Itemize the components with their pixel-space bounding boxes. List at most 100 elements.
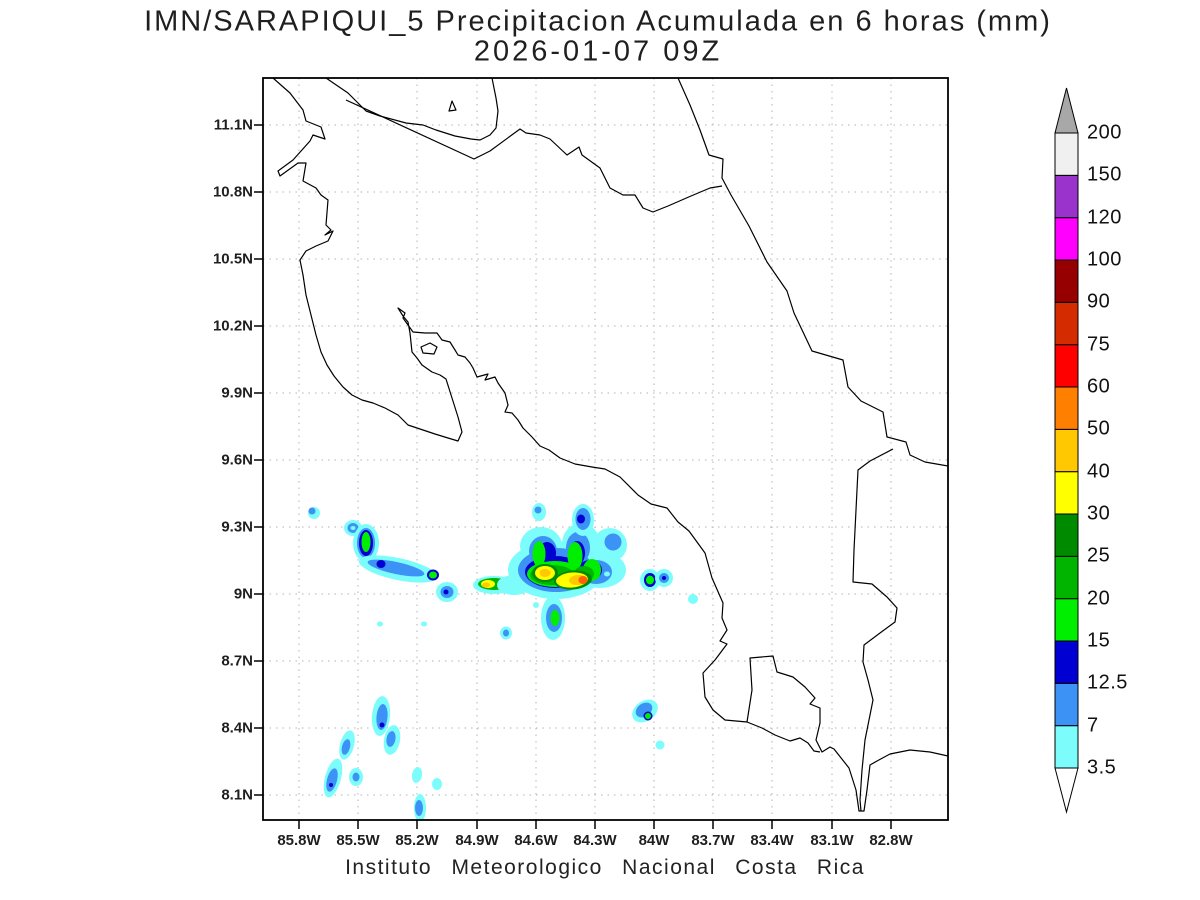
colorbar-level-label: 7: [1087, 714, 1099, 737]
precip-cell: [326, 768, 338, 792]
lat-tick-label: 10.2N: [212, 317, 253, 335]
precip-cell: [329, 783, 333, 787]
lat-tick-label: 8.4N: [221, 719, 253, 737]
lat-tick-label: 9.3N: [221, 518, 253, 536]
coastline-path: [325, 78, 499, 141]
colorbar-level-label: 75: [1087, 333, 1111, 356]
lon-tick-label: 84W: [638, 832, 670, 849]
coastline-path: [852, 448, 898, 812]
colorbar-level-label: 90: [1087, 290, 1111, 313]
lon-tick-label: 83.1W: [810, 832, 854, 849]
precip-cell: [411, 767, 423, 783]
coastline-path: [746, 721, 821, 753]
graticule-grid: [263, 78, 948, 820]
precip-cell: [376, 704, 388, 730]
colorbar-level-label: 100: [1087, 248, 1122, 271]
colorbar-under-arrow: [1054, 767, 1079, 814]
coastline-path: [345, 99, 723, 213]
colorbar-level-label: 120: [1087, 206, 1122, 229]
precip-cell: [532, 541, 546, 567]
precip-cell: [604, 571, 610, 577]
precip-cell: [308, 507, 316, 515]
coastline-layer: [272, 78, 948, 812]
colorbar-level-label: 50: [1087, 417, 1111, 440]
colorbar-segment: [1054, 259, 1079, 303]
colorbar-segment: [1054, 725, 1079, 769]
precip-cell: [577, 514, 585, 524]
source-footer: Instituto Meteorologico Nacional Costa R…: [345, 856, 865, 879]
colorbar-level-label: 20: [1087, 587, 1111, 610]
colorbar-level-label: 30: [1087, 502, 1111, 525]
coastline-path: [420, 342, 438, 355]
lat-tick-label: 10.5N: [212, 250, 253, 268]
precip-cell: [550, 610, 560, 626]
colorbar-level-label: 150: [1087, 163, 1122, 186]
lon-tick-label: 84.6W: [514, 832, 558, 849]
colorbar-segment: [1054, 513, 1079, 557]
precip-cell: [352, 772, 360, 782]
precip-cell: [432, 778, 442, 790]
precip-cell: [482, 582, 490, 588]
colorbar-level-label: 25: [1087, 544, 1111, 567]
precip-cell: [429, 571, 437, 579]
precip-cell: [443, 589, 449, 595]
precip-cell: [377, 621, 383, 627]
precip-cell: [646, 575, 654, 585]
colorbar-level-label: 40: [1087, 460, 1111, 483]
precip-cell: [350, 526, 356, 530]
colorbar-segment: [1054, 428, 1079, 473]
colorbar-level-label: 200: [1087, 121, 1122, 144]
colorbar-over-arrow: [1054, 87, 1079, 134]
colorbar-level-label: 60: [1087, 375, 1111, 398]
precip-cell: [415, 800, 423, 816]
precip-cell: [421, 621, 427, 627]
colorbar-segment: [1054, 386, 1079, 430]
plot-title: IMN/SARAPIQUI_5 Precipitacion Acumulada …: [144, 5, 1052, 38]
lon-tick-label: 85.2W: [395, 832, 439, 849]
lon-tick-label: 83.4W: [750, 832, 794, 849]
precip-cell: [341, 739, 351, 755]
lat-tick-label: 10.8N: [212, 183, 253, 201]
lon-tick-label: 82.8W: [869, 832, 913, 849]
colorbar-segment: [1054, 471, 1079, 515]
precip-cell: [645, 713, 651, 719]
precip-cell: [533, 602, 539, 608]
lon-tick-label: 83.7W: [691, 832, 735, 849]
precip-cell: [361, 532, 371, 552]
colorbar-segment: [1054, 132, 1079, 176]
colorbar-segment: [1054, 640, 1079, 684]
colorbar-segment: [1054, 301, 1079, 346]
precip-cell: [567, 542, 583, 570]
precip-cell: [379, 722, 385, 728]
colorbar-level-label: 15: [1087, 629, 1111, 652]
precip-cell: [539, 569, 551, 577]
lon-tick-label: 84.9W: [455, 832, 499, 849]
lon-tick-label: 85.5W: [336, 832, 380, 849]
map-border: [262, 77, 949, 821]
colorbar-segment: [1054, 344, 1079, 388]
coastline-path: [272, 78, 948, 812]
colorbar-level-label: 3.5: [1087, 756, 1117, 779]
precip-cell: [386, 731, 396, 747]
precipitation-contours: [308, 503, 698, 820]
lat-tick-label: 11.1N: [213, 116, 253, 134]
precip-cell: [376, 560, 386, 568]
precip-cell: [604, 533, 622, 551]
precip-cell: [662, 576, 666, 580]
lon-tick-label: 85.8W: [277, 832, 321, 849]
colorbar-segment: [1054, 598, 1079, 642]
coastline-path: [448, 100, 457, 112]
coastline-path: [677, 78, 948, 467]
precip-cell: [688, 594, 698, 604]
lon-tick-label: 84.3W: [573, 832, 617, 849]
precip-cell: [503, 629, 509, 637]
colorbar-segment: [1054, 217, 1079, 261]
lat-tick-label: 8.7N: [221, 652, 253, 670]
colorbar-segment: [1054, 555, 1079, 600]
lat-tick-label: 9.6N: [221, 451, 253, 469]
plot-subtitle-datetime: 2026-01-07 09Z: [473, 35, 723, 68]
lat-tick-label: 9.9N: [221, 384, 253, 402]
colorbar-level-label: 12.5: [1087, 671, 1128, 694]
